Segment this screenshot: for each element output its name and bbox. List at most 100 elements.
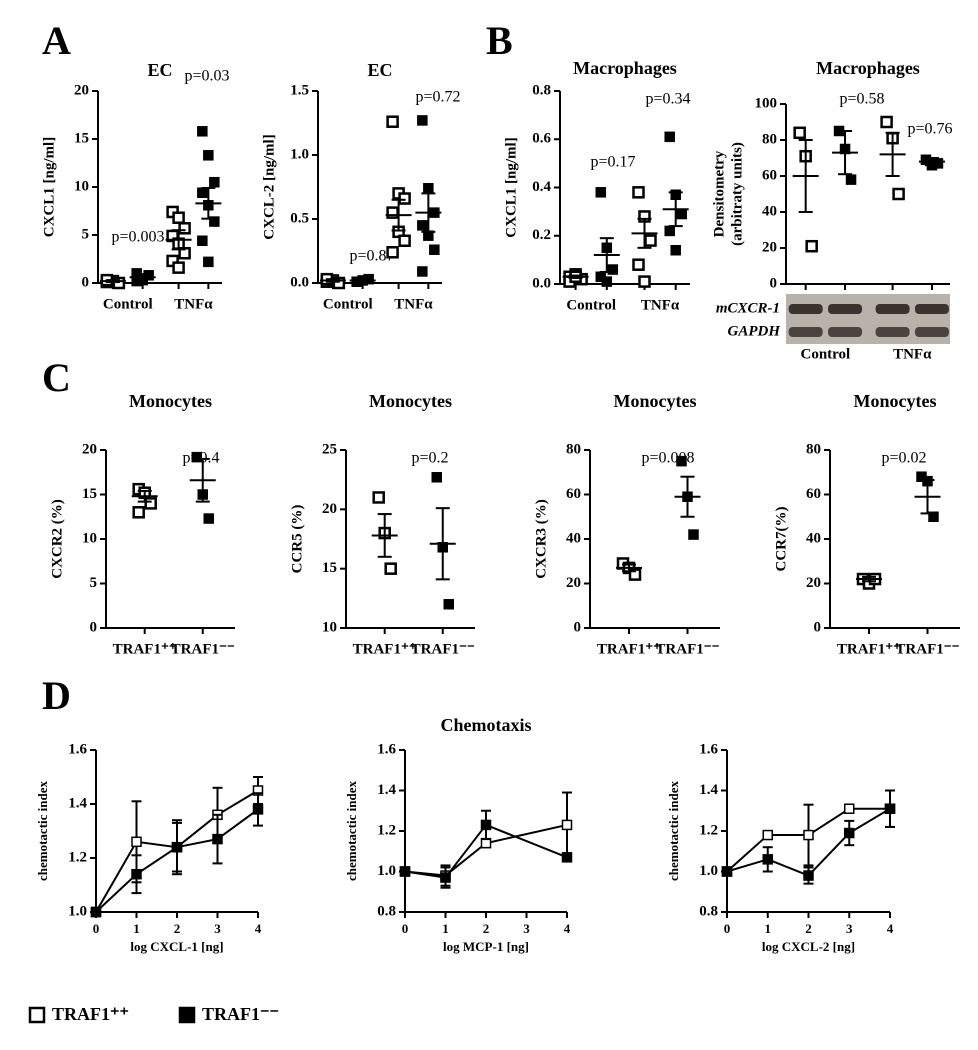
p-value: p=0.2	[411, 450, 448, 467]
y-tick-label: 1.4	[377, 782, 396, 798]
blot-band	[828, 304, 863, 314]
y-tick-label: 10	[322, 619, 337, 635]
y-axis-label: CCR7(%)	[773, 507, 789, 572]
p-value: p=0.87	[349, 248, 394, 265]
y-tick-label: 1.6	[699, 741, 718, 757]
marker	[171, 841, 183, 853]
y-axis-label: Densitometry	[711, 150, 727, 237]
marker	[440, 872, 451, 883]
marker	[417, 220, 428, 231]
marker	[398, 192, 411, 205]
y-tick-label: 20	[762, 239, 777, 255]
y-tick-label: 0.0	[532, 275, 551, 291]
legend-label: TRAF1⁻⁻	[202, 1004, 279, 1024]
p-value: p=0.34	[645, 91, 690, 108]
y-tick-label: 20	[566, 575, 581, 591]
marker	[844, 803, 855, 814]
y-tick-label: 60	[762, 167, 777, 183]
marker	[399, 866, 411, 877]
y-tick-label: 20	[806, 575, 821, 591]
y-tick-label: 0.2	[532, 227, 551, 243]
marker	[372, 491, 385, 504]
y-tick-label: 80	[806, 441, 821, 457]
y-axis-label: CCR5 (%)	[289, 505, 305, 574]
marker	[131, 868, 142, 880]
x-tick-label: TRAF1⁺⁺	[113, 641, 177, 657]
x-tick-label: Control	[566, 297, 616, 313]
x-tick-label: 2	[483, 921, 490, 936]
y-tick-label: 15	[74, 130, 89, 146]
y-tick-label: 1.4	[699, 782, 718, 798]
x-tick-label: Control	[323, 296, 373, 312]
panel-letter: A	[42, 18, 71, 63]
chart-title: Monocytes	[854, 391, 937, 411]
chart-title: EC	[147, 60, 172, 80]
y-axis-label: (arbitraty units)	[729, 142, 745, 246]
marker	[721, 866, 733, 877]
x-tick-label: TRAF1⁺⁺	[837, 641, 901, 657]
marker	[429, 244, 440, 255]
y-tick-label: 0.8	[699, 903, 718, 919]
marker	[628, 568, 642, 581]
y-tick-label: 0.8	[377, 903, 396, 919]
y-tick-label: 25	[322, 441, 337, 457]
x-tick-label: 1	[133, 921, 140, 936]
marker	[386, 246, 399, 259]
y-tick-label: 0	[90, 619, 98, 635]
marker	[212, 833, 223, 845]
y-tick-label: 5	[90, 575, 98, 591]
marker	[880, 115, 893, 129]
y-tick-label: 1.6	[68, 741, 87, 757]
x-tick-label: TRAF1⁺⁺	[597, 641, 661, 657]
marker	[805, 239, 818, 253]
marker	[561, 852, 573, 863]
y-tick-label: 15	[82, 486, 97, 502]
marker	[332, 276, 346, 290]
marker	[892, 187, 905, 201]
x-axis-label: log CXCL-2 [ng]	[762, 939, 855, 954]
marker	[191, 451, 202, 463]
marker	[172, 211, 185, 224]
marker	[131, 836, 142, 848]
chart-title: Macrophages	[816, 58, 920, 78]
y-tick-label: 1.2	[377, 822, 396, 838]
marker	[203, 150, 214, 161]
marker	[676, 208, 687, 220]
marker	[561, 819, 573, 831]
marker	[638, 275, 651, 288]
x-tick-label: 0	[724, 921, 731, 936]
marker	[172, 261, 185, 274]
y-tick-label: 60	[566, 486, 581, 502]
y-tick-label: 1.0	[68, 903, 87, 919]
y-tick-label: 1.2	[699, 822, 718, 838]
marker	[132, 506, 145, 519]
marker	[793, 126, 806, 140]
x-tick-label: TNFα	[641, 297, 680, 313]
p-value: p=0.003	[111, 229, 164, 246]
panel-letter: D	[42, 673, 71, 718]
x-tick-label: TRAF1⁺⁺	[353, 641, 417, 657]
blot-label: GAPDH	[728, 323, 782, 339]
x-tick-label: TRAF1⁻⁻	[655, 641, 719, 657]
series-line	[404, 823, 568, 879]
marker	[203, 513, 214, 524]
y-tick-label: 40	[806, 530, 821, 546]
blot-label: mCXCR-1	[716, 300, 780, 316]
y-axis-label: chemotactic index	[666, 781, 681, 882]
legend-label: TRAF1⁺⁺	[52, 1004, 129, 1024]
p-value: p=0.58	[839, 91, 884, 108]
marker	[423, 183, 434, 194]
marker	[178, 246, 191, 260]
x-tick-label: 2	[174, 921, 181, 936]
y-tick-label: 1.0	[377, 863, 396, 879]
marker	[632, 186, 645, 199]
marker	[178, 222, 191, 235]
legend-marker	[28, 1006, 46, 1024]
marker	[384, 562, 397, 575]
p-value: p=0.03	[184, 68, 229, 85]
x-tick-label: Control	[103, 296, 153, 312]
x-tick-label: TRAF1⁻⁻	[171, 641, 235, 657]
y-tick-label: 60	[806, 486, 821, 502]
legend-marker	[178, 1006, 196, 1024]
